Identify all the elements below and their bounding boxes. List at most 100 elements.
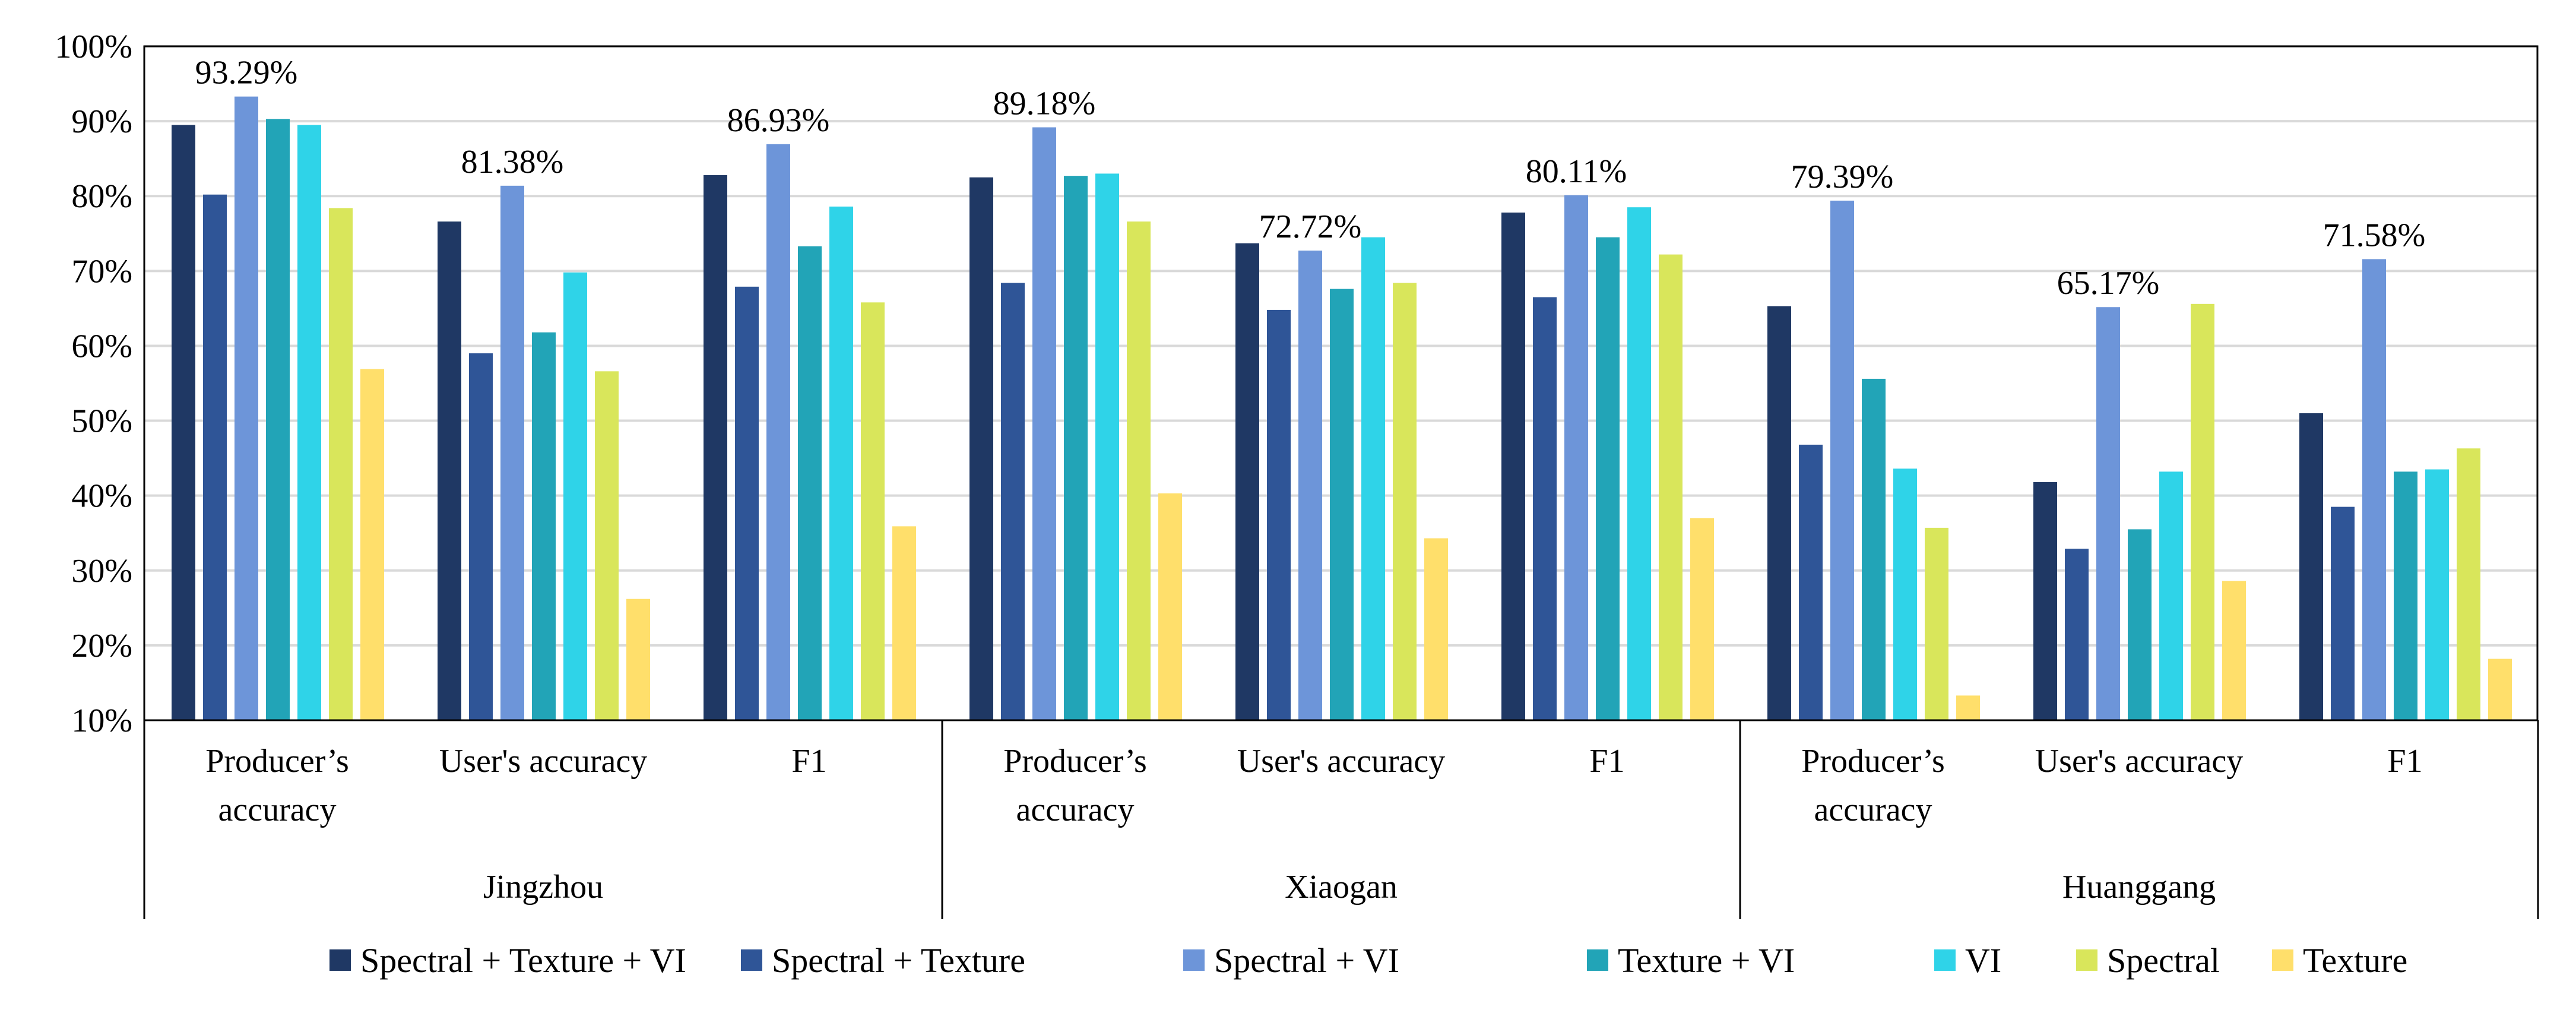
x-axis-group-labels: Jingzhou Xiaogan Huanggang bbox=[483, 869, 2216, 905]
legend-swatch bbox=[1587, 949, 1608, 971]
bar bbox=[203, 194, 227, 720]
bar bbox=[2488, 658, 2512, 720]
data-label: 81.38% bbox=[461, 144, 564, 181]
y-tick-label: 50% bbox=[71, 403, 132, 440]
legend-swatch bbox=[2076, 949, 2097, 971]
y-tick-label: 10% bbox=[71, 702, 132, 739]
bar bbox=[1001, 283, 1025, 720]
bar bbox=[1424, 538, 1448, 720]
x-group-label: Huanggang bbox=[2062, 869, 2216, 905]
bar bbox=[1158, 493, 1182, 720]
bar bbox=[766, 144, 790, 721]
y-tick-label: 100% bbox=[55, 29, 132, 65]
bar bbox=[1564, 195, 1588, 721]
bar bbox=[1925, 527, 1948, 720]
bar bbox=[2096, 307, 2120, 720]
data-label: 86.93% bbox=[727, 102, 830, 139]
y-tick-label: 30% bbox=[71, 553, 132, 590]
x-category-label: F1 bbox=[791, 743, 826, 780]
x-category-label: User's accuracy bbox=[439, 743, 648, 780]
bar bbox=[1032, 127, 1056, 721]
data-label: 80.11% bbox=[1526, 153, 1627, 190]
y-axis-ticks: 10% 20% 30% 40% 50% 60% 70% 80% 90% 100% bbox=[55, 29, 132, 739]
data-label: 65.17% bbox=[2057, 265, 2160, 302]
data-label: 72.72% bbox=[1259, 208, 1362, 245]
bar bbox=[861, 302, 885, 720]
x-category-label: Producer’s bbox=[205, 743, 349, 780]
bar bbox=[360, 369, 384, 720]
data-labels: 93.29% 81.38% 86.93% 89.18% 72.72% 80.11% 79.3… bbox=[195, 55, 2426, 302]
data-label: 79.39% bbox=[1791, 159, 1894, 195]
bar bbox=[438, 221, 461, 721]
bar bbox=[172, 125, 195, 720]
y-tick-label: 90% bbox=[71, 103, 132, 140]
bar bbox=[500, 185, 524, 721]
x-category-label: User's accuracy bbox=[1237, 743, 1446, 780]
plot-frame bbox=[143, 45, 2539, 721]
axes bbox=[143, 45, 2539, 919]
bar bbox=[2033, 482, 2057, 720]
bar bbox=[2394, 471, 2417, 720]
bar bbox=[626, 599, 650, 720]
x-group-label: Xiaogan bbox=[1285, 869, 1398, 905]
x-category-label: accuracy bbox=[1814, 791, 1932, 828]
bar bbox=[469, 353, 493, 720]
bar bbox=[2299, 413, 2323, 720]
bar bbox=[1064, 176, 1088, 720]
bar bbox=[1267, 309, 1291, 720]
bar bbox=[704, 175, 727, 720]
x-group-label: Jingzhou bbox=[483, 869, 603, 905]
legend-label: Spectral + VI bbox=[1214, 941, 1399, 980]
legend-swatch bbox=[1934, 949, 1956, 971]
legend-swatch bbox=[329, 949, 351, 971]
legend: Spectral + Texture + VI Spectral + Textur… bbox=[329, 941, 2407, 980]
bar bbox=[829, 206, 853, 720]
y-tick-label: 80% bbox=[71, 178, 132, 215]
bar bbox=[892, 526, 916, 720]
bar bbox=[297, 125, 321, 720]
bar bbox=[798, 246, 822, 720]
bar bbox=[1690, 518, 1714, 720]
legend-swatch bbox=[1183, 949, 1205, 971]
bar bbox=[1596, 237, 1620, 720]
x-category-label: F1 bbox=[2387, 743, 2422, 780]
bar bbox=[595, 371, 619, 720]
legend-label: Spectral + Texture bbox=[772, 941, 1025, 980]
bar bbox=[1659, 254, 1683, 721]
bar bbox=[2222, 581, 2246, 720]
bar bbox=[2331, 506, 2355, 720]
bar bbox=[2362, 259, 2386, 720]
legend-label: Spectral bbox=[2107, 941, 2220, 980]
bar bbox=[532, 332, 556, 720]
bar bbox=[1127, 221, 1151, 721]
bar bbox=[1799, 444, 1823, 720]
bar bbox=[1830, 200, 1854, 720]
bar bbox=[1627, 207, 1651, 720]
legend-label: Texture + VI bbox=[1618, 941, 1795, 980]
legend-label: Spectral + Texture + VI bbox=[360, 941, 686, 980]
data-label: 71.58% bbox=[2323, 217, 2426, 254]
bar bbox=[2065, 549, 2089, 720]
bar bbox=[329, 208, 353, 720]
x-category-label: accuracy bbox=[218, 791, 337, 828]
bar bbox=[969, 177, 993, 720]
bar bbox=[1361, 237, 1385, 720]
y-tick-label: 40% bbox=[71, 478, 132, 515]
bar bbox=[563, 272, 587, 720]
x-category-label: Producer’s bbox=[1801, 743, 1945, 780]
bar bbox=[1298, 251, 1322, 720]
bar bbox=[2425, 469, 2449, 720]
bar bbox=[2159, 471, 2183, 720]
y-tick-label: 20% bbox=[71, 628, 132, 664]
bar bbox=[1095, 173, 1119, 720]
bar bbox=[1893, 468, 1917, 720]
bar bbox=[1393, 283, 1417, 720]
bar bbox=[1862, 378, 1886, 720]
bar bbox=[235, 96, 258, 720]
x-category-label: accuracy bbox=[1016, 791, 1135, 828]
x-axis-category-labels: Producer’s accuracy User's accuracy F1 Produ… bbox=[205, 743, 2422, 828]
y-tick-label: 60% bbox=[71, 328, 132, 365]
x-category-label: Producer’s bbox=[1003, 743, 1147, 780]
legend-label: VI bbox=[1965, 941, 2001, 980]
